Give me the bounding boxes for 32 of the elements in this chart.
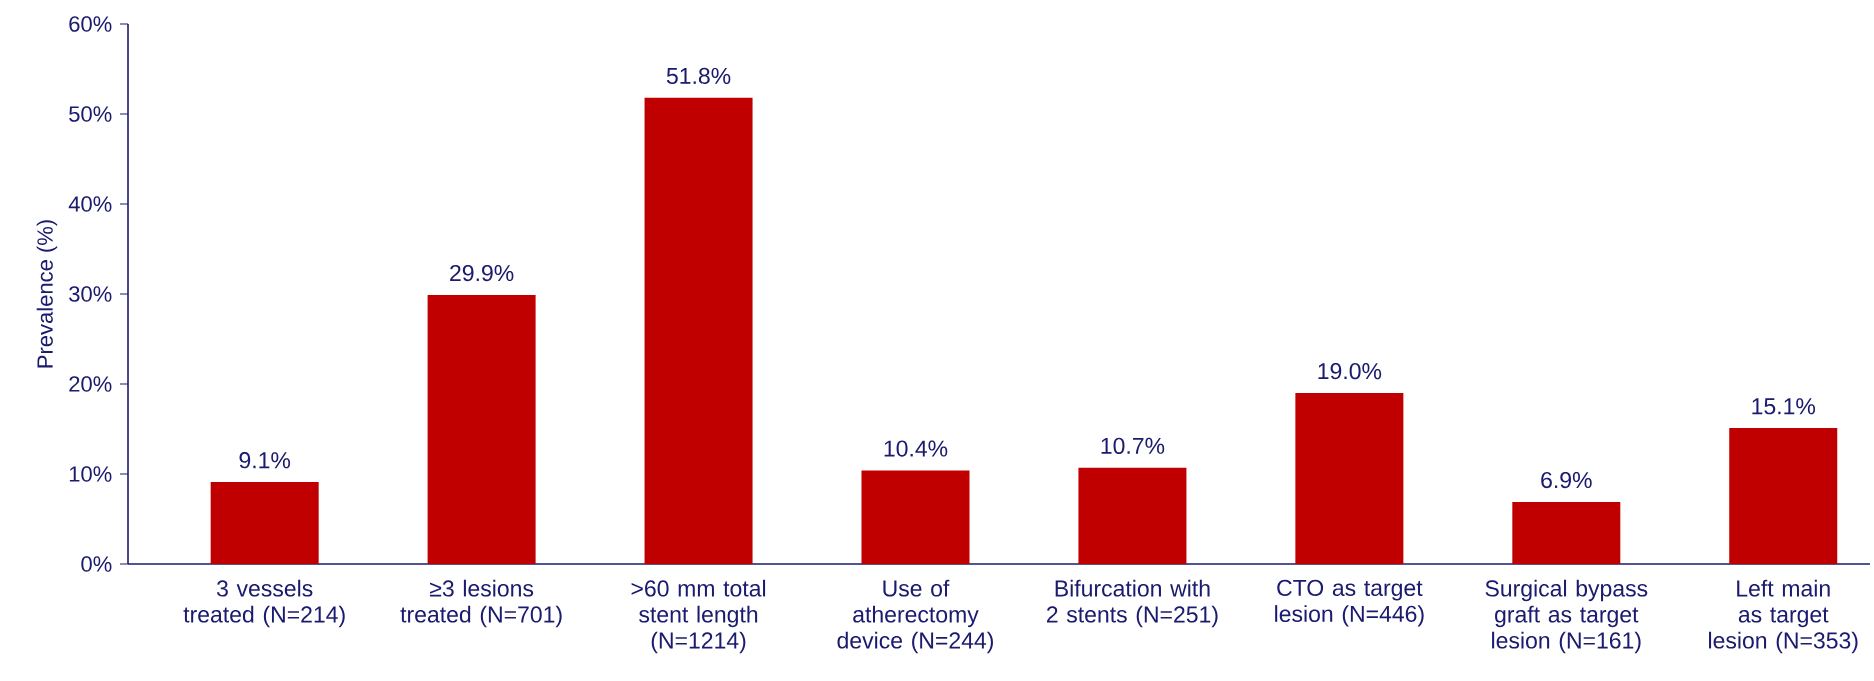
data-label: 9.1%	[239, 452, 291, 469]
data-label: 15.1%	[1752, 398, 1816, 415]
x-tick-label: Left main as target lesion (N=353)	[1709, 579, 1858, 654]
y-tick-label: 60%	[69, 16, 112, 32]
y-tick-label: 30%	[69, 286, 112, 302]
y-axis-title: Prevalence (%)	[36, 220, 58, 368]
data-label: 10.4%	[884, 440, 948, 457]
x-tick-label: Use of atherectomy device (N=244)	[837, 579, 993, 654]
bar	[427, 294, 536, 564]
data-label: 10.7%	[1101, 437, 1165, 454]
bar	[1729, 428, 1838, 564]
y-tick-label: 50%	[69, 106, 112, 122]
x-tick-label: CTO as target lesion (N=446)	[1275, 579, 1424, 627]
data-label: 29.9%	[450, 264, 514, 282]
x-tick-label: Surgical bypass graft as target lesion (N=161)	[1485, 579, 1648, 654]
bar	[861, 470, 970, 564]
y-tick-label: 20%	[69, 376, 112, 392]
y-tick-label: 10%	[69, 466, 112, 482]
data-label: 51.8%	[666, 67, 731, 85]
x-tick-label: Bifurcation with 2 stents (N=251)	[1046, 579, 1218, 628]
bar	[1078, 467, 1187, 564]
bar	[1295, 393, 1404, 564]
x-tick-label: ≥3 lesions treated (N=701)	[400, 579, 562, 628]
data-label: 6.9%	[1541, 471, 1592, 489]
bar	[210, 482, 319, 564]
x-tick-label: >60 mm total stent length (N=1214)	[631, 579, 766, 654]
x-tick-label: 3 vessels treated (N=214)	[183, 579, 345, 628]
data-label: 19.0%	[1318, 362, 1382, 380]
y-tick-label: 0%	[81, 556, 112, 572]
bar	[1512, 501, 1621, 564]
bar	[644, 97, 753, 564]
y-tick-label: 40%	[68, 196, 112, 212]
